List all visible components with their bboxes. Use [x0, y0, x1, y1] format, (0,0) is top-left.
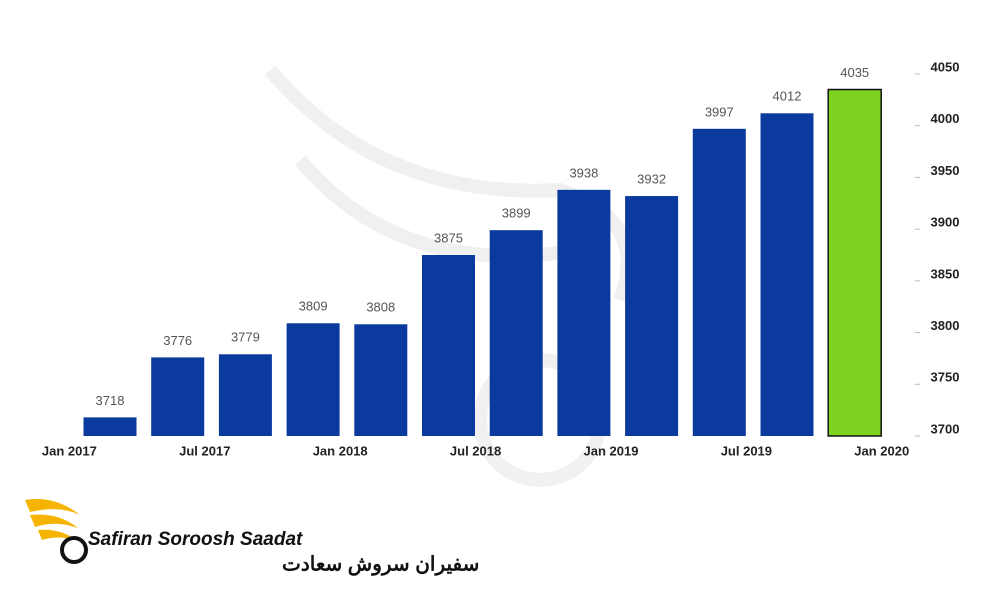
bar	[827, 88, 882, 437]
value-label: 3997	[705, 104, 734, 119]
value-label: 3779	[231, 330, 260, 345]
y-tick-label: 4000	[931, 111, 960, 126]
y-tick-label: 3900	[931, 215, 960, 230]
bar	[760, 113, 814, 436]
value-label: 3776	[163, 333, 192, 348]
value-label: 3899	[502, 206, 531, 221]
x-tick-label: Jan 2017	[42, 443, 97, 458]
x-tick-label: Jan 2019	[584, 443, 639, 458]
bar	[354, 324, 408, 436]
bar	[557, 189, 611, 436]
bar	[218, 354, 272, 436]
y-tick-label: 3850	[931, 266, 960, 281]
value-label: 3875	[434, 230, 463, 245]
value-label: 3718	[96, 393, 125, 408]
x-tick-label: Jan 2020	[854, 443, 909, 458]
y-tick-label: 3700	[931, 421, 960, 436]
bar	[625, 196, 679, 436]
value-label: 3932	[637, 171, 666, 186]
value-label: 3808	[366, 300, 395, 315]
value-label: 3809	[299, 299, 328, 314]
logo-name: Safiran Soroosh Saadat	[88, 529, 303, 550]
x-tick-label: Jul 2017	[179, 443, 230, 458]
bar	[489, 230, 543, 436]
value-label: 4035	[840, 65, 869, 80]
x-tick-label: Jul 2018	[450, 443, 501, 458]
x-tick-label: Jul 2019	[721, 443, 772, 458]
logo-name-fa: سفیران سروش سعادت	[282, 553, 479, 576]
bar	[286, 323, 340, 436]
bar	[83, 417, 137, 436]
y-tick-label: 3750	[931, 370, 960, 385]
value-label: 4012	[773, 89, 802, 104]
bar	[422, 255, 475, 436]
bar	[151, 357, 205, 436]
y-tick-label: 3950	[931, 163, 960, 178]
y-tick-label: 3800	[931, 318, 960, 333]
x-tick-label: Jan 2018	[313, 443, 368, 458]
value-label: 3938	[569, 165, 598, 180]
bar	[692, 128, 746, 436]
y-tick-label: 4050	[931, 59, 960, 74]
logo: Safiran Soroosh Saadat سفیران سروش سعادت	[25, 499, 479, 576]
